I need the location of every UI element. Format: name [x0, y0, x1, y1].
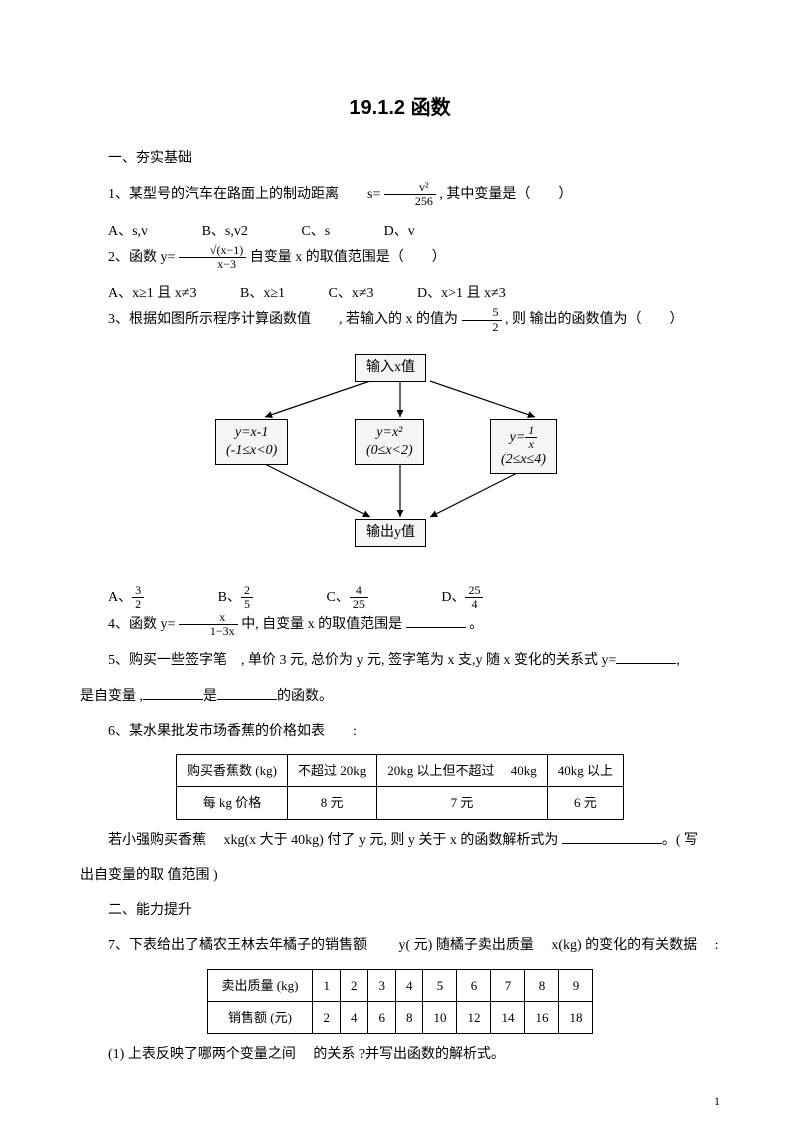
table-row: 每 kg 价格 8 元 7 元 6 元	[177, 787, 624, 819]
q6-table: 购买香蕉数 (kg) 不超过 20kg 20kg 以上但不超过 40kg 40k…	[176, 754, 624, 820]
q1-opt-d: D、v	[384, 219, 415, 244]
q2-text-b: 自变量 x 的取值范围是（ ）	[250, 250, 446, 265]
q5-text: 5、购买一些签字笔 , 单价 3 元, 总价为 y 元, 签字笔为 x 支,y …	[80, 648, 720, 673]
q4-c: 。	[469, 617, 483, 632]
q1-text-a: 1、某型号的汽车在路面上的制动距离 s=	[108, 187, 380, 202]
q1-opt-c: C、s	[301, 219, 330, 244]
q2-opt-b: B、x≥1	[240, 281, 285, 306]
q2-fraction: √(x−1)x−3	[179, 244, 246, 271]
page-title: 19.1.2 函数	[80, 90, 720, 126]
table-row: 购买香蕉数 (kg) 不超过 20kg 20kg 以上但不超过 40kg 40k…	[177, 755, 624, 787]
q1-opt-b: B、s,v2	[202, 219, 248, 244]
q2-opt-d: D、x>1 且 x≠3	[417, 281, 506, 306]
page-number: 1	[714, 1091, 720, 1113]
flow-box-right: y=1x (2≤x≤4)	[490, 419, 557, 475]
q5-blank1	[616, 650, 676, 664]
q1-text: 1、某型号的汽车在路面上的制动距离 s= v²256 , 其中变量是（ ）	[80, 181, 720, 208]
q3-text-b: , 则 输出的函数值为（ ）	[505, 312, 684, 327]
section-1-heading: 一、夯实基础	[80, 146, 720, 171]
flowchart: 输入x值 y=x-1(-1≤x<0) y=x²(0≤x<2) y=1x (2≤x…	[190, 349, 610, 569]
q3-options: A、32 B、25 C、425 D、254	[80, 584, 720, 611]
q6-after: 若小强购买香蕉 xkg(x 大于 40kg) 付了 y 元, 则 y 关于 x …	[80, 828, 720, 853]
q4-text: 4、函数 y= x1−3x 中, 自变量 x 的取值范围是 。	[80, 611, 720, 638]
q2-options: A、x≥1 且 x≠3 B、x≥1 C、x≠3 D、x>1 且 x≠3	[80, 281, 720, 306]
q7-sub1: (1) 上表反映了哪两个变量之间 的关系 ?并写出函数的解析式。	[80, 1042, 720, 1067]
flow-box-input: 输入x值	[355, 354, 426, 382]
q5-blank2	[143, 686, 203, 700]
q3-opt-c: C、425	[326, 584, 367, 611]
section-2-heading: 二、能力提升	[80, 898, 720, 923]
q3-opt-b: B、25	[218, 584, 253, 611]
flow-box-output: 输出y值	[355, 519, 426, 547]
q5-line2: 是自变量 ,是的函数。	[80, 684, 720, 709]
q7-table: 卖出质量 (kg) 12 34 56 78 9 销售额 (元) 24 68 10…	[207, 969, 594, 1035]
q1-fraction: v²256	[384, 181, 436, 208]
q3-opt-a: A、32	[108, 584, 144, 611]
q3-text: 3、根据如图所示程序计算函数值 , 若输入的 x 的值为 52 , 则 输出的函…	[80, 306, 720, 333]
flow-box-left: y=x-1(-1≤x<0)	[215, 419, 288, 465]
table-row: 卖出质量 (kg) 12 34 56 78 9	[207, 969, 593, 1001]
q3-text-a: 3、根据如图所示程序计算函数值 , 若输入的 x 的值为	[108, 312, 462, 327]
q7-text: 7、下表给出了橘农王林去年橘子的销售额 y( 元) 随橘子卖出质量 x(kg) …	[80, 933, 720, 958]
q4-fraction: x1−3x	[179, 611, 238, 638]
q1-options: A、s,v B、s,v2 C、s D、v	[80, 219, 720, 244]
q2-opt-c: C、x≠3	[329, 281, 374, 306]
q6-text: 6、某水果批发市场香蕉的价格如表 :	[80, 719, 720, 744]
q2-text-a: 2、函数 y=	[108, 250, 175, 265]
q5-blank3	[217, 686, 277, 700]
table-row: 销售额 (元) 24 68 1012 1416 18	[207, 1001, 593, 1033]
q4-blank	[406, 614, 466, 628]
q3-opt-d: D、254	[441, 584, 483, 611]
q2-opt-a: A、x≥1 且 x≠3	[108, 281, 196, 306]
q6-after2: 出自变量的取 值范围 )	[80, 863, 720, 888]
q3-fraction: 52	[462, 306, 502, 333]
q4-a: 4、函数 y=	[108, 617, 175, 632]
q1-opt-a: A、s,v	[108, 219, 148, 244]
q2-text: 2、函数 y= √(x−1)x−3 自变量 x 的取值范围是（ ）	[80, 244, 720, 271]
q1-text-b: , 其中变量是（ ）	[439, 187, 572, 202]
q6-blank	[562, 830, 662, 844]
q4-b: 中, 自变量 x 的取值范围是	[241, 617, 406, 632]
flow-box-middle: y=x²(0≤x<2)	[355, 419, 424, 465]
